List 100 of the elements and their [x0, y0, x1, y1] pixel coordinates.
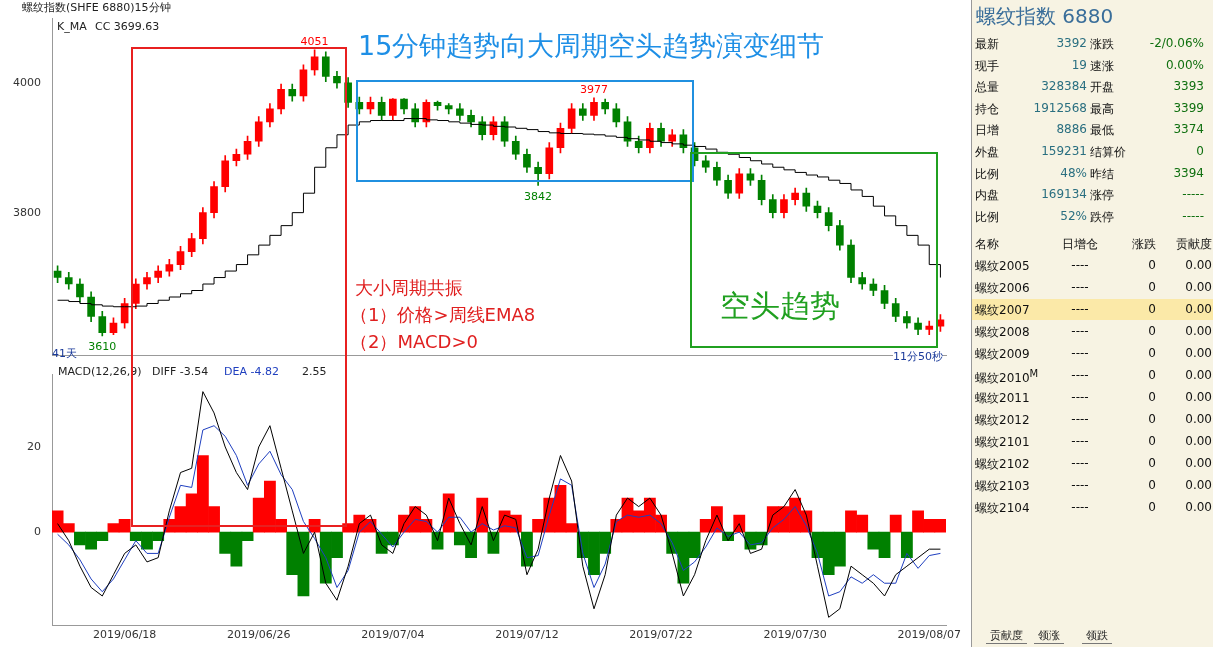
text: 4051	[300, 35, 329, 49]
text: 0	[1147, 368, 1156, 382]
x-tick-label: 2019/07/04	[361, 628, 425, 642]
text: 涨跌	[1131, 236, 1156, 253]
text: 螺纹2101	[975, 434, 1031, 451]
text: ----	[1070, 302, 1090, 316]
text: 0.00	[1184, 390, 1212, 404]
text: ----	[1070, 346, 1090, 360]
text: 0	[1147, 346, 1156, 360]
text: 8886	[1055, 122, 1087, 137]
text: ----	[1070, 368, 1090, 382]
text: 0	[1147, 324, 1156, 338]
text: 48%	[1059, 165, 1087, 180]
text: 螺纹2102	[975, 456, 1031, 473]
text: 0	[1195, 144, 1204, 158]
text: 0.00	[1184, 302, 1212, 316]
text: 0	[1147, 500, 1156, 514]
text: 螺纹2104	[975, 500, 1031, 517]
text: 0	[1147, 258, 1156, 272]
text: 速涨	[1090, 57, 1115, 75]
y-tick-label: 3800	[13, 205, 41, 219]
text: 比例	[975, 165, 1000, 183]
text: 19	[1070, 57, 1087, 72]
y-tick-label: 20	[27, 439, 41, 453]
text: 螺纹2006	[975, 280, 1031, 297]
text: 0.00	[1184, 258, 1212, 272]
text: 领涨	[1034, 628, 1064, 644]
bar	[900, 531, 913, 559]
text: 1912568	[1032, 100, 1087, 115]
text: 昨结	[1090, 165, 1115, 183]
x-tick-label: 2019/07/22	[629, 628, 693, 642]
text: 最高	[1090, 100, 1115, 118]
chart-title: 螺纹指数(SHFE 6880)15分钟	[22, 0, 171, 15]
text: -----	[1181, 208, 1204, 223]
text: 0.00	[1184, 412, 1212, 426]
text: 0	[1147, 478, 1156, 492]
text: 结算价	[1090, 144, 1127, 161]
text: 最新	[975, 36, 1000, 53]
text: 3393	[1172, 79, 1204, 94]
annotation: 41天	[52, 346, 77, 361]
text: 最低	[1090, 122, 1115, 140]
text: 跌停	[1090, 208, 1115, 226]
text: 0	[1147, 434, 1156, 448]
text: 贡献度	[1175, 236, 1212, 253]
text: -----	[1181, 187, 1204, 202]
text: 169134	[1040, 187, 1087, 202]
x-tick-label: 2019/08/07	[897, 628, 961, 642]
text: 3399	[1172, 100, 1204, 115]
text: 开盘	[1090, 79, 1115, 97]
text: 涨停	[1090, 187, 1115, 205]
text: 0.00	[1184, 324, 1212, 338]
text: 3374	[1172, 122, 1204, 137]
text: 0.00	[1184, 478, 1212, 492]
text: 总量	[975, 79, 1000, 97]
annotation: DIFF -3.54	[150, 365, 211, 378]
text: 0	[1147, 390, 1156, 404]
annotation: 2.55	[300, 365, 329, 378]
text: 现手	[975, 57, 1000, 75]
text: 3842	[524, 189, 553, 203]
text: 0.00	[1184, 500, 1212, 514]
text: 0.00	[1184, 456, 1212, 470]
annotation: （1）价格>周线EMA8	[350, 303, 536, 327]
text: 3394	[1172, 165, 1204, 180]
text: 涨跌	[1090, 36, 1115, 53]
text: 名称	[975, 236, 1000, 253]
annotation: （2）MACD>0	[350, 330, 478, 354]
text: 螺纹2009	[975, 346, 1031, 363]
text: 持仓	[975, 100, 1000, 118]
text: -2/0.06%	[1148, 36, 1204, 50]
text: 3610	[88, 340, 117, 354]
text: 52%	[1059, 208, 1087, 223]
text: ----	[1070, 500, 1090, 514]
text: 0	[1147, 412, 1156, 426]
text: ----	[1070, 258, 1090, 272]
bar	[889, 514, 902, 533]
text: ----	[1070, 324, 1090, 338]
text: 螺纹指数 6880	[976, 3, 1114, 30]
text: 螺纹2010$^{M}$	[975, 368, 1040, 387]
y-tick-label: 4000	[13, 75, 41, 89]
text: ----	[1070, 434, 1090, 448]
text: 螺纹2005	[975, 258, 1031, 275]
text: 螺纹2007	[975, 302, 1031, 319]
text: 0.00	[1184, 280, 1212, 294]
annotation: DEA -4.82	[222, 365, 281, 378]
text: ----	[1070, 478, 1090, 492]
text: 螺纹2008	[975, 324, 1031, 341]
text: 328384	[1040, 79, 1087, 94]
annotation: CC 3699.63	[95, 20, 160, 33]
bar	[487, 531, 500, 554]
text: 0.00	[1184, 368, 1212, 382]
text: 0	[1147, 280, 1156, 294]
text: 螺纹2011	[975, 390, 1031, 407]
annotation: 空头趋势	[720, 287, 840, 325]
text: ----	[1070, 280, 1090, 294]
text: 0.00	[1184, 434, 1212, 448]
text: 贡献度	[986, 628, 1027, 644]
text: 外盘	[975, 144, 1000, 161]
text: 0.00	[1184, 346, 1212, 360]
text: 3977	[579, 83, 608, 97]
text: 0.00%	[1164, 57, 1204, 72]
